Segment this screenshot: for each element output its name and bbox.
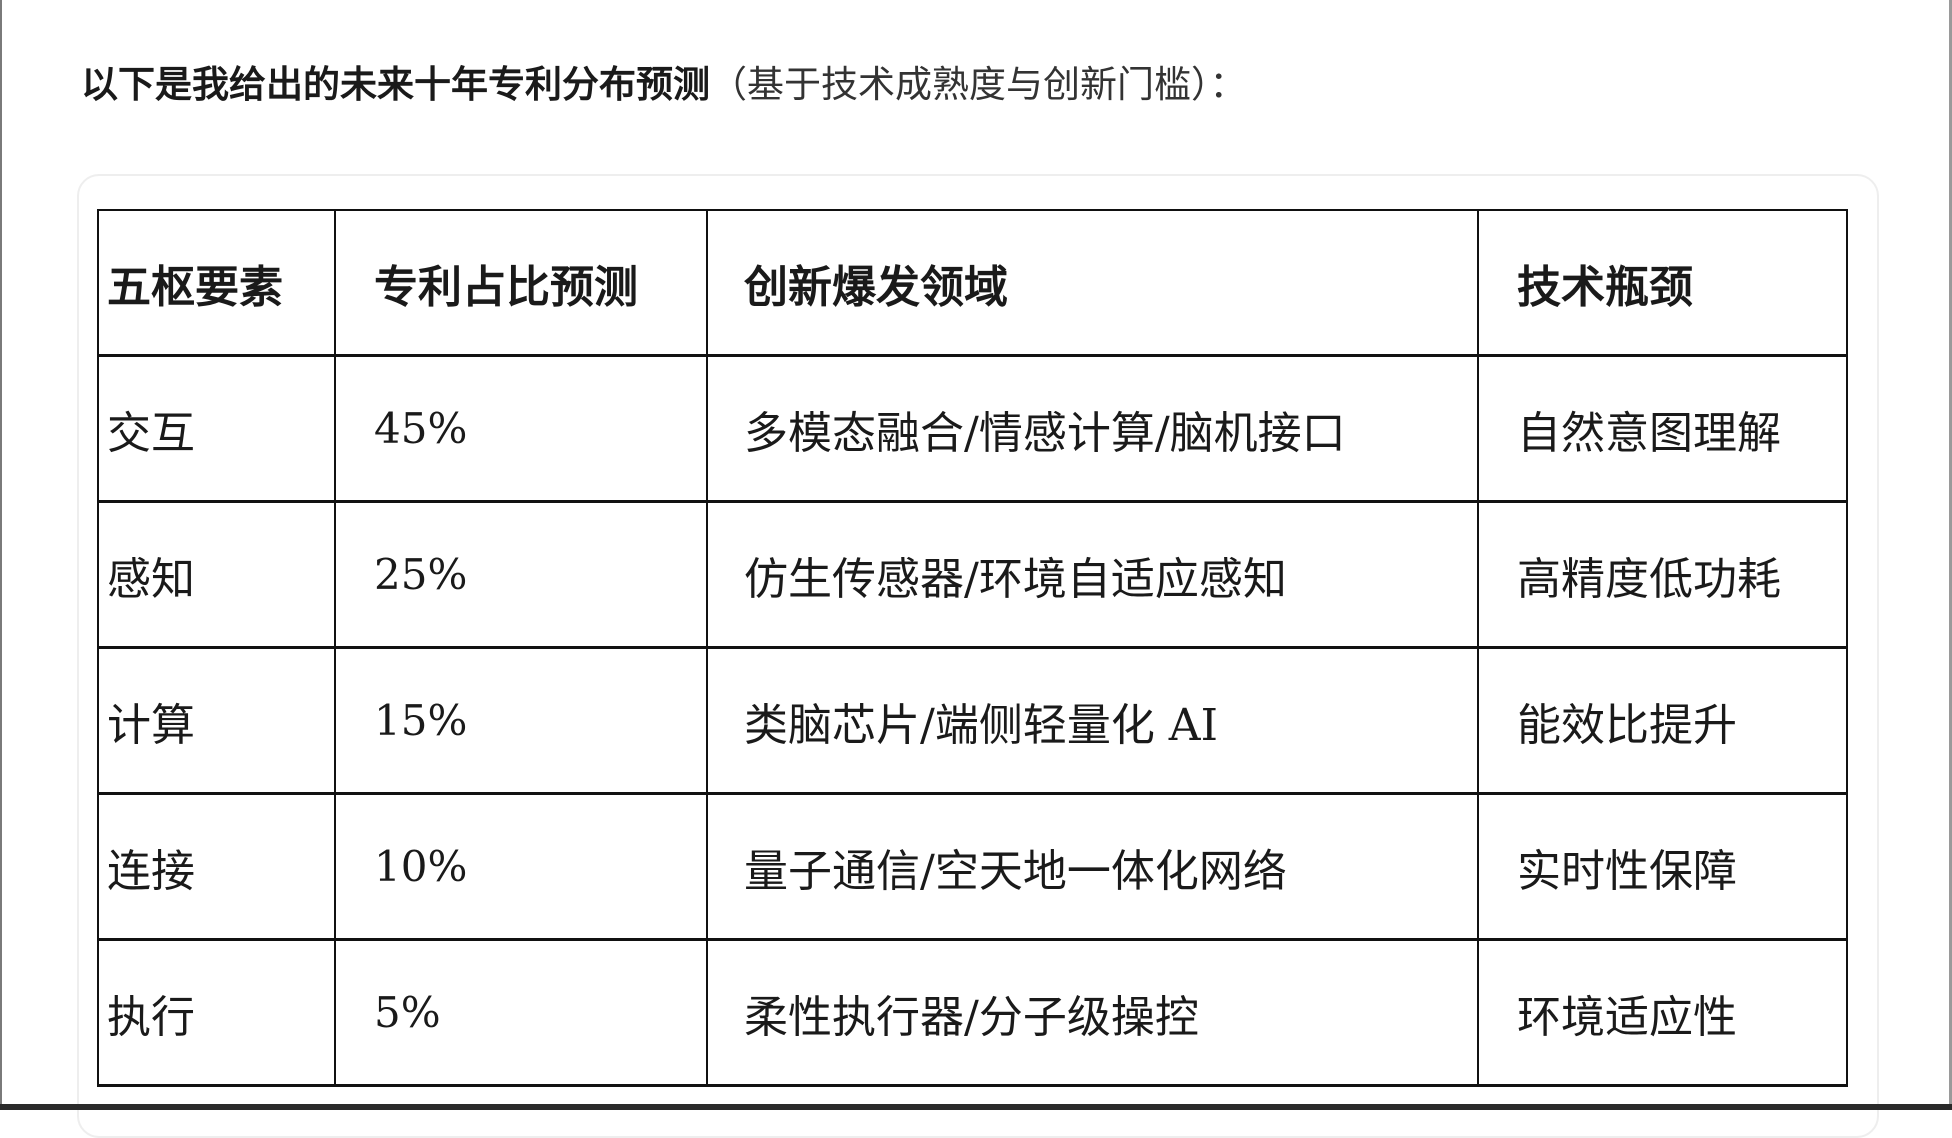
bottom-edge [0,1104,1952,1110]
cell-innovation: 量子通信/空天地一体化网络 [706,792,1479,941]
header-share: 专利占比预测 [334,209,708,357]
cell-innovation: 类脑芯片/端侧轻量化 AI [706,646,1479,795]
cell-element: 感知 [97,500,336,649]
table-header-row: 五枢要素 专利占比预测 创新爆发领域 技术瓶颈 [97,209,1848,357]
table-row: 连接 10% 量子通信/空天地一体化网络 实时性保障 [97,792,1848,941]
cell-bottleneck: 高精度低功耗 [1477,500,1848,649]
cell-bottleneck: 实时性保障 [1477,792,1848,941]
cell-share: 15% [334,646,708,795]
table-row: 执行 5% 柔性执行器/分子级操控 环境适应性 [97,938,1848,1087]
cell-innovation: 多模态融合/情感计算/脑机接口 [706,354,1479,503]
table-row: 感知 25% 仿生传感器/环境自适应感知 高精度低功耗 [97,500,1848,649]
cell-share: 10% [334,792,708,941]
table-row: 交互 45% 多模态融合/情感计算/脑机接口 自然意图理解 [97,354,1848,503]
intro-text: 以下是我给出的未来十年专利分布预测（基于技术成熟度与创新门槛）： [81,54,1247,108]
cell-bottleneck: 能效比提升 [1477,646,1848,795]
cell-bottleneck: 自然意图理解 [1477,354,1848,503]
cell-element: 计算 [97,646,336,795]
cell-innovation: 仿生传感器/环境自适应感知 [706,500,1479,649]
cell-share: 25% [334,500,708,649]
cell-element: 交互 [97,354,336,503]
cell-bottleneck: 环境适应性 [1477,938,1848,1087]
table-row: 计算 15% 类脑芯片/端侧轻量化 AI 能效比提升 [97,646,1848,795]
patent-forecast-table: 五枢要素 专利占比预测 创新爆发领域 技术瓶颈 交互 45% 多模态融合/情感计… [97,209,1848,1087]
intro-bold: 以下是我给出的未来十年专利分布预测 [81,63,710,106]
intro-note: （基于技术成熟度与创新门槛）： [710,63,1247,106]
cell-innovation: 柔性执行器/分子级操控 [706,938,1479,1087]
cell-element: 连接 [97,792,336,941]
window-border-right [1949,0,1952,1104]
header-bottleneck: 技术瓶颈 [1477,209,1848,357]
window-border-left [0,0,2,1104]
cell-share: 45% [334,354,708,503]
cell-element: 执行 [97,938,336,1087]
header-element: 五枢要素 [97,209,336,357]
header-innovation: 创新爆发领域 [706,209,1479,357]
cell-share: 5% [334,938,708,1087]
